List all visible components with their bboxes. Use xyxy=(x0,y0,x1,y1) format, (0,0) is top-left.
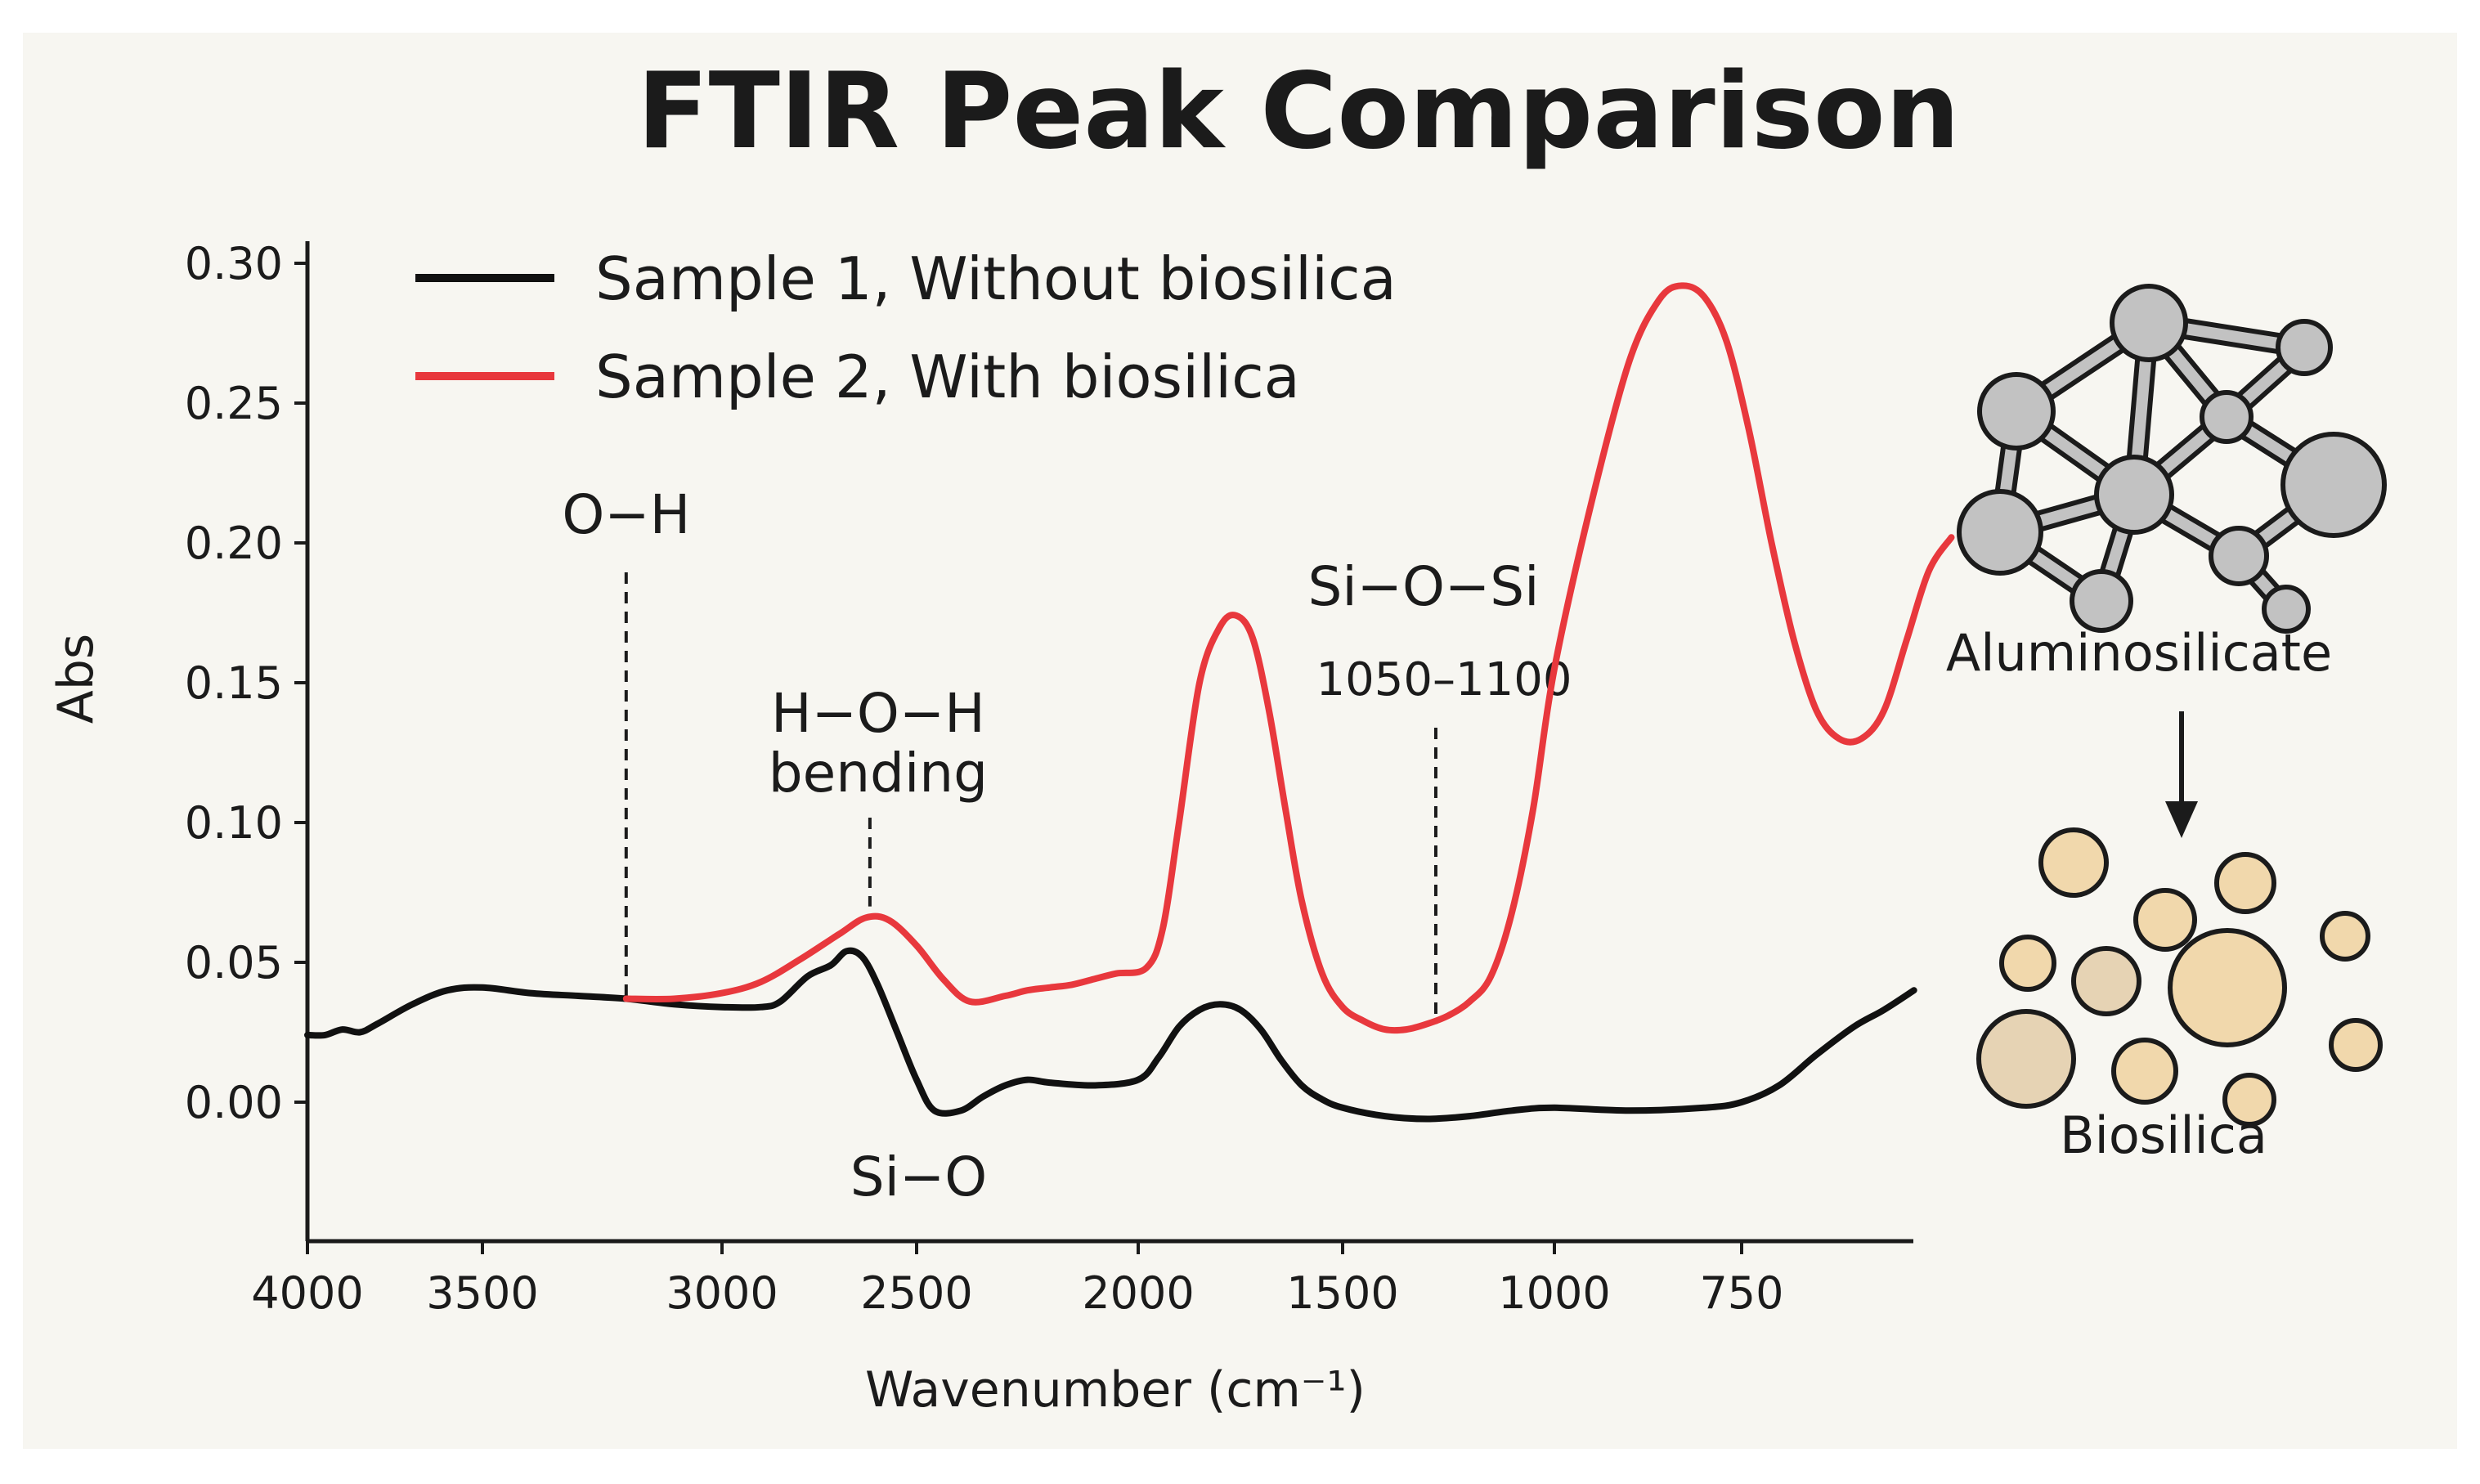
y-tick-label: 0.10 xyxy=(185,797,283,849)
biosilica-particle xyxy=(1976,1009,2076,1109)
x-tick-label: 2500 xyxy=(860,1267,972,1319)
chart-title: FTIR Peak Comparison xyxy=(637,51,1960,173)
legend-label: Sample 2, With biosilica xyxy=(595,343,1300,411)
atom-node xyxy=(1977,372,2056,451)
y-tick-label: 0.20 xyxy=(185,518,283,569)
biosilica-particle xyxy=(2133,888,2197,952)
atom-node xyxy=(2094,455,2174,535)
atom-node xyxy=(2200,390,2254,444)
hoh-bending-label: bending xyxy=(769,742,988,805)
x-tick-label: 1500 xyxy=(1286,1267,1398,1319)
ftir-chart: FTIR Peak Comparison 0.00 0.05 0.10 0.15 0.2… xyxy=(47,51,2387,1419)
atom-node xyxy=(2209,526,2269,586)
atom-node xyxy=(1957,489,2043,576)
atom-node xyxy=(2262,585,2311,634)
biosilica-label: Biosilica xyxy=(2060,1105,2267,1165)
biosilica-particle xyxy=(2111,1038,2178,1105)
conversion-arrow xyxy=(2165,711,2198,838)
atom-node xyxy=(2070,569,2133,633)
y-ticks: 0.00 0.05 0.10 0.15 0.20 0.25 0.30 xyxy=(185,238,307,1128)
x-tick-label: 4000 xyxy=(251,1267,363,1319)
series-line-sample-2 xyxy=(622,282,1955,1034)
figure-panel: FTIR Peak Comparison 0.00 0.05 0.10 0.15 0.2… xyxy=(23,33,2457,1449)
x-tick-label: 1000 xyxy=(1498,1267,1610,1319)
y-axis-label: Abs xyxy=(47,634,105,724)
series-lines xyxy=(304,282,1955,1123)
sios-label: Si−O−Si xyxy=(1307,555,1539,618)
aluminosilicate-illustration xyxy=(1957,284,2387,634)
x-ticks: 4000 3500 3000 2500 2000 1500 1000 750 xyxy=(251,1241,1784,1319)
y-tick-label: 0.30 xyxy=(185,238,283,289)
oh-label: O−H xyxy=(562,483,690,546)
x-tick-label: 3500 xyxy=(426,1267,538,1319)
y-tick-label: 0.25 xyxy=(185,378,283,429)
axes xyxy=(305,241,1913,1244)
series-line-sample-1 xyxy=(304,947,1917,1123)
x-axis-label: Wavenumber (cm⁻¹) xyxy=(865,1361,1366,1419)
hoh-label: H−O−H xyxy=(771,682,985,745)
atom-node xyxy=(2110,284,2188,362)
x-tick-label: 750 xyxy=(1699,1267,1783,1319)
sio-label: Si−O xyxy=(850,1146,987,1208)
biosilica-particle xyxy=(2222,1073,2276,1127)
biosilica-particle xyxy=(1999,935,2056,992)
y-tick-label: 0.05 xyxy=(185,937,283,989)
atom-node xyxy=(2276,319,2333,376)
legend: Sample 1, Without biosilica Sample 2, Wit… xyxy=(415,244,1397,411)
biosilica-particle xyxy=(2038,827,2109,898)
y-tick-label: 0.15 xyxy=(185,657,283,709)
biosilica-particle xyxy=(2168,928,2287,1047)
legend-label: Sample 1, Without biosilica xyxy=(595,244,1397,313)
biosilica-particle xyxy=(2329,1018,2383,1072)
aluminosilicate-label: Aluminosilicate xyxy=(1946,623,2332,683)
biosilica-particle xyxy=(2214,852,2276,914)
sios-range-label: 1050–1100 xyxy=(1316,653,1572,706)
x-tick-label: 2000 xyxy=(1082,1267,1194,1319)
x-tick-label: 3000 xyxy=(666,1267,778,1319)
y-tick-label: 0.00 xyxy=(185,1077,283,1128)
biosilica-particle xyxy=(2071,946,2141,1016)
biosilica-illustration xyxy=(1976,827,2383,1127)
atom-node xyxy=(2280,432,2387,538)
biosilica-particle xyxy=(2320,911,2370,962)
